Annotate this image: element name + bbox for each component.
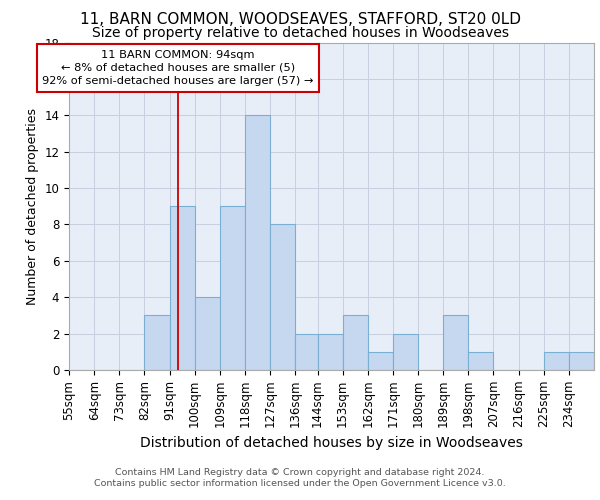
Bar <box>443 316 469 370</box>
Bar <box>393 334 418 370</box>
Bar <box>469 352 493 370</box>
Bar <box>343 316 368 370</box>
Bar <box>194 297 220 370</box>
Bar <box>295 334 317 370</box>
Bar <box>270 224 295 370</box>
Bar <box>245 116 270 370</box>
Bar <box>220 206 245 370</box>
Bar <box>317 334 343 370</box>
Text: 11, BARN COMMON, WOODSEAVES, STAFFORD, ST20 0LD: 11, BARN COMMON, WOODSEAVES, STAFFORD, S… <box>79 12 521 26</box>
Text: Contains HM Land Registry data © Crown copyright and database right 2024.
Contai: Contains HM Land Registry data © Crown c… <box>94 468 506 487</box>
Y-axis label: Number of detached properties: Number of detached properties <box>26 108 39 304</box>
X-axis label: Distribution of detached houses by size in Woodseaves: Distribution of detached houses by size … <box>140 436 523 450</box>
Text: 11 BARN COMMON: 94sqm
← 8% of detached houses are smaller (5)
92% of semi-detach: 11 BARN COMMON: 94sqm ← 8% of detached h… <box>42 50 314 86</box>
Bar <box>145 316 170 370</box>
Text: Size of property relative to detached houses in Woodseaves: Size of property relative to detached ho… <box>91 26 509 40</box>
Bar <box>368 352 393 370</box>
Bar <box>544 352 569 370</box>
Bar <box>170 206 194 370</box>
Bar <box>569 352 594 370</box>
